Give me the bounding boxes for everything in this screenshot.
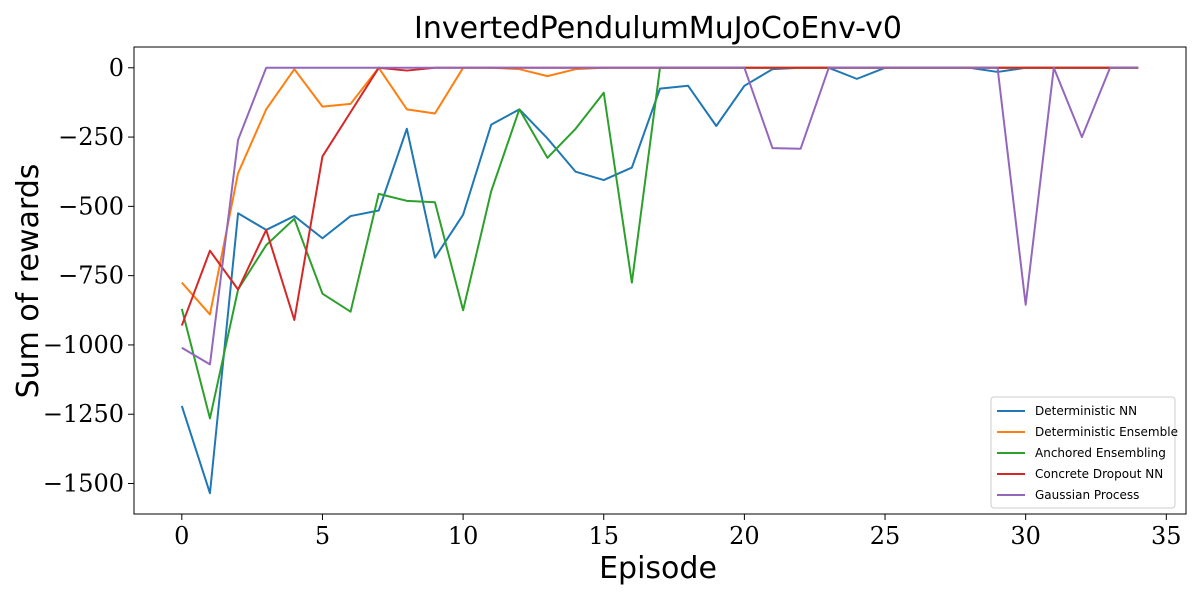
series-line-0: [180, 66, 1139, 495]
legend-label: Gaussian Process: [1035, 488, 1139, 502]
legend-label: Deterministic NN: [1035, 404, 1137, 418]
y-tick-label: 0: [109, 54, 124, 82]
y-tick-label: −500: [58, 192, 124, 220]
x-tick-label: 25: [870, 522, 901, 550]
y-tick-label: −250: [58, 123, 124, 151]
x-tick-label: 5: [315, 522, 330, 550]
legend-label: Anchored Ensembling: [1035, 446, 1166, 460]
plot-frame: [133, 46, 1187, 515]
chart-title: InvertedPendulumMuJoCoEnv-v0: [414, 11, 902, 46]
plot-area: 0 5 10 15 20 25 30 35 0 −250 −500 −750 −1000 −1250 −15…: [43, 54, 1182, 550]
x-tick-label: 35: [1151, 522, 1182, 550]
legend-box: [990, 396, 1176, 509]
x-tick-label: 10: [448, 522, 479, 550]
y-tick-label: −1250: [43, 400, 124, 428]
x-tick-label: 20: [729, 522, 760, 550]
y-tick-label: −1500: [43, 470, 124, 498]
legend-label: Concrete Dropout NN: [1035, 467, 1163, 481]
x-axis-label: Episode: [599, 551, 717, 586]
x-tick-label: 30: [1010, 522, 1041, 550]
legend-label: Deterministic Ensemble: [1035, 425, 1178, 439]
series-line-4: [181, 66, 1139, 366]
x-tick-label: 15: [588, 522, 619, 550]
y-axis-label: Sum of rewards: [11, 164, 46, 399]
y-tick-label: −750: [58, 262, 124, 290]
legend: Deterministic NN Deterministic Ensemble An…: [990, 396, 1178, 509]
y-tick-label: −1000: [43, 331, 124, 359]
x-tick-label: 0: [174, 522, 189, 550]
